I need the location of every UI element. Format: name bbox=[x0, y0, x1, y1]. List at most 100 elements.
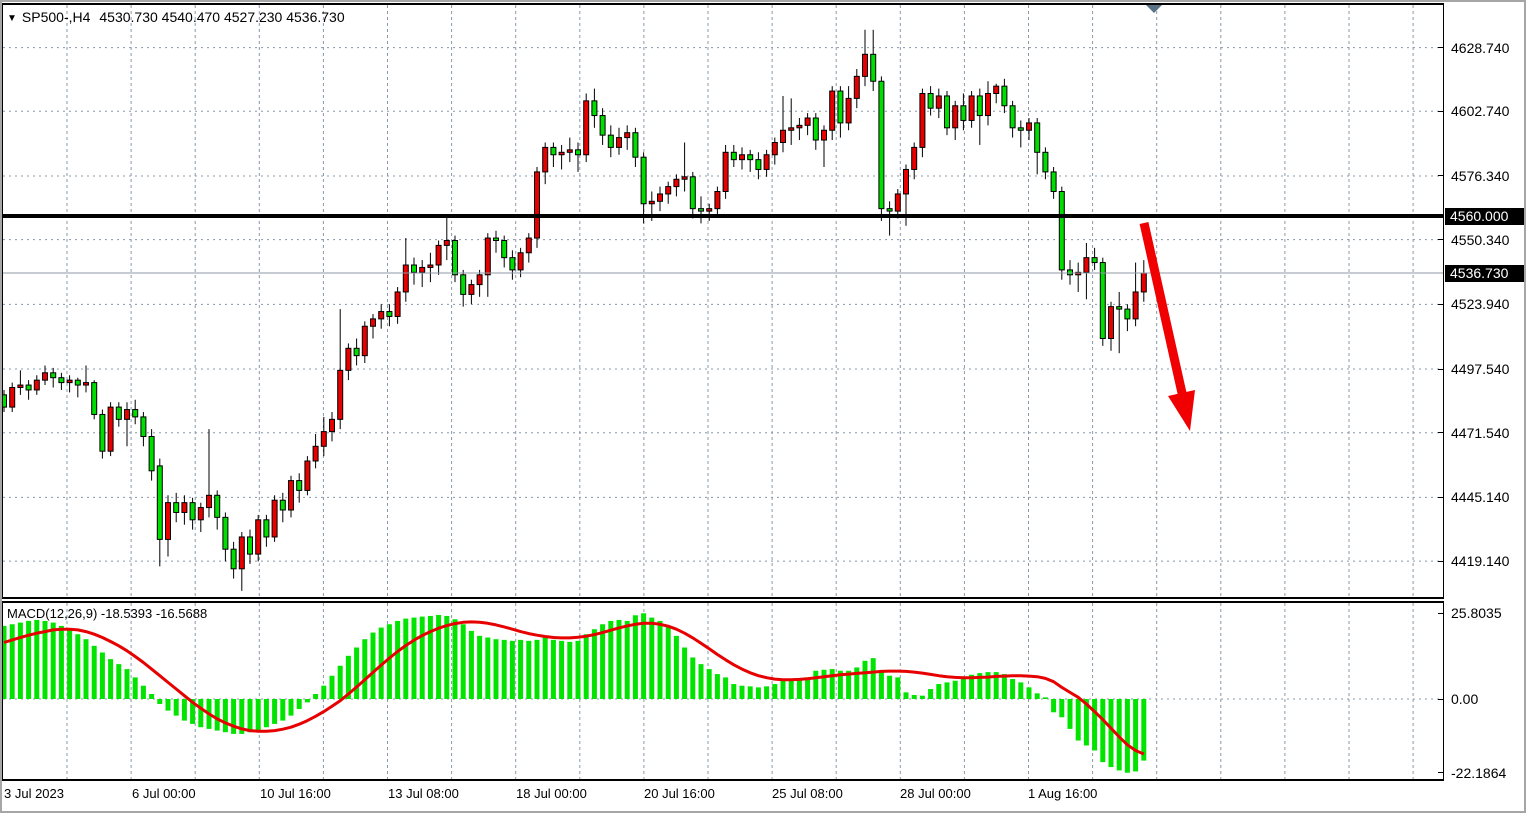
candle-body bbox=[320, 431, 327, 447]
macd-histogram-bar bbox=[731, 684, 737, 699]
symbol-timeframe-label: SP500-,H4 bbox=[21, 9, 91, 25]
macd-histogram-bar bbox=[1018, 682, 1024, 699]
candle-body bbox=[468, 284, 475, 295]
candle-body bbox=[771, 142, 778, 156]
time-axis[interactable]: 3 Jul 2023 6 Jul 00:00 10 Jul 16:00 13 Jul … bbox=[0, 783, 1526, 809]
time-axis-label: 18 Jul 00:00 bbox=[516, 786, 587, 801]
candle-body bbox=[173, 502, 180, 513]
macd-signal-line bbox=[3, 620, 1145, 756]
macd-histogram-bar bbox=[846, 670, 852, 699]
macd-histogram-bar bbox=[1108, 699, 1114, 768]
macd-histogram-bar bbox=[411, 617, 417, 699]
macd-histogram-bar bbox=[255, 699, 261, 731]
candle-body bbox=[99, 413, 106, 452]
macd-histogram-bar bbox=[67, 629, 73, 699]
price-tick bbox=[1438, 560, 1444, 562]
macd-histogram-bar bbox=[985, 672, 991, 699]
macd-histogram-bar bbox=[706, 669, 712, 699]
candle-body bbox=[911, 146, 918, 170]
candle-body bbox=[370, 318, 376, 327]
macd-histogram-bar bbox=[739, 685, 745, 699]
candle-body bbox=[1001, 85, 1008, 107]
macd-histogram-bar bbox=[509, 640, 515, 699]
macd-histogram-bar bbox=[936, 684, 942, 699]
main-chart-panel[interactable] bbox=[2, 3, 1444, 599]
candle-body bbox=[132, 409, 139, 418]
macd-indicator-panel[interactable] bbox=[2, 601, 1444, 781]
candle-body bbox=[386, 311, 393, 317]
macd-histogram-bar bbox=[50, 622, 56, 699]
macd-histogram-bar bbox=[173, 699, 179, 716]
candle-body bbox=[58, 377, 65, 384]
candle-body bbox=[804, 117, 811, 126]
macd-histogram-bar bbox=[1116, 699, 1122, 771]
main-chart-layer bbox=[3, 5, 1443, 597]
candle-body bbox=[763, 154, 770, 170]
candle-body bbox=[402, 264, 409, 293]
candle-body bbox=[755, 159, 762, 170]
macd-histogram-bar bbox=[1133, 699, 1139, 772]
macd-histogram-bar bbox=[870, 658, 876, 699]
candle-body bbox=[1091, 257, 1098, 264]
candle-body bbox=[206, 494, 212, 509]
macd-histogram-bar bbox=[108, 659, 114, 699]
macd-histogram-bar bbox=[887, 675, 893, 699]
candle-body bbox=[1050, 171, 1057, 192]
candle-body bbox=[845, 97, 852, 124]
macd-histogram-bar bbox=[1010, 679, 1016, 699]
candle-body bbox=[50, 372, 57, 379]
macd-tick bbox=[1438, 772, 1444, 774]
candle-body bbox=[304, 460, 311, 491]
macd-histogram-bar bbox=[911, 695, 917, 699]
macd-histogram-bar bbox=[3, 625, 7, 699]
macd-histogram-bar bbox=[977, 673, 983, 699]
macd-histogram-bar bbox=[624, 620, 630, 699]
level-price-badge: 4560.000 bbox=[1445, 207, 1524, 225]
candle-body bbox=[968, 95, 975, 121]
macd-histogram-bar bbox=[9, 624, 15, 699]
macd-histogram-bar bbox=[559, 640, 565, 699]
macd-histogram-bar bbox=[493, 639, 499, 699]
macd-histogram-bar bbox=[1124, 699, 1130, 773]
macd-histogram-bar bbox=[1075, 699, 1081, 741]
macd-histogram-bar bbox=[132, 677, 138, 699]
macd-histogram-bar bbox=[813, 670, 819, 699]
candle-body bbox=[427, 264, 434, 268]
candle-body bbox=[591, 100, 598, 117]
macd-histogram-bar bbox=[468, 630, 474, 699]
horizontal-level-line[interactable] bbox=[3, 214, 1443, 218]
candle-body bbox=[870, 53, 877, 82]
symbol-dropdown-icon[interactable]: ▼ bbox=[7, 13, 17, 24]
macd-histogram-bar bbox=[190, 699, 196, 724]
candle-body bbox=[66, 379, 73, 384]
candle-body bbox=[279, 499, 286, 511]
candle-body bbox=[534, 171, 540, 239]
current-price-badge: 4536.730 bbox=[1445, 264, 1524, 282]
macd-histogram-bar bbox=[436, 614, 442, 699]
candle-body bbox=[394, 291, 401, 317]
candle-body bbox=[74, 379, 81, 386]
macd-histogram-bar bbox=[386, 624, 392, 699]
trend-arrow-head[interactable] bbox=[1168, 390, 1195, 431]
macd-histogram-bar bbox=[632, 615, 638, 699]
macd-histogram-bar bbox=[247, 699, 253, 733]
macd-histogram-bar bbox=[534, 639, 540, 699]
candle-body bbox=[575, 149, 581, 156]
candle-body bbox=[919, 93, 926, 148]
macd-histogram-bar bbox=[222, 699, 228, 733]
candle-body bbox=[821, 129, 827, 141]
candle-body bbox=[1042, 151, 1049, 173]
candle-body bbox=[681, 176, 688, 180]
trend-arrow-shaft[interactable] bbox=[1139, 222, 1189, 403]
candle-body bbox=[599, 115, 606, 136]
macd-histogram-bar bbox=[862, 660, 868, 699]
macd-histogram-bar bbox=[1059, 699, 1065, 718]
candle-body bbox=[886, 208, 893, 212]
macd-histogram-bar bbox=[895, 677, 901, 699]
macd-histogram-bar bbox=[993, 672, 999, 699]
candle-body bbox=[878, 80, 885, 210]
price-axis[interactable]: 4628.740 4602.740 4576.340 4550.340 4523.940… bbox=[1438, 0, 1526, 813]
price-axis-label: 4628.740 bbox=[1451, 39, 1510, 56]
candle-body bbox=[1140, 272, 1147, 293]
